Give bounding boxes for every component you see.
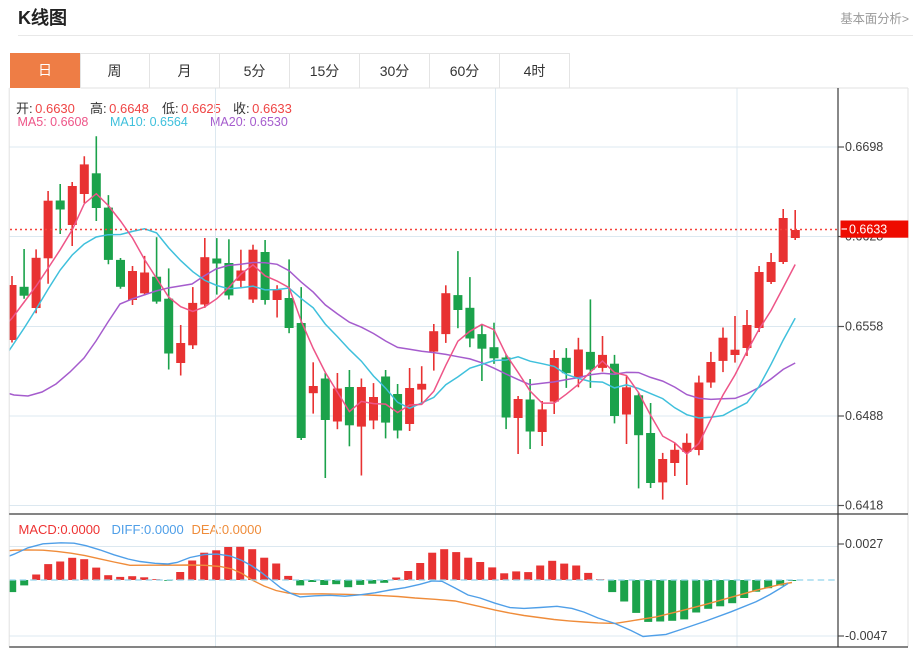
svg-text:0.0027: 0.0027 (845, 537, 883, 551)
svg-text:-0.0047: -0.0047 (845, 629, 887, 643)
svg-text:0.6418: 0.6418 (845, 499, 883, 513)
svg-text:0.6633: 0.6633 (849, 222, 887, 236)
svg-text:0.6558: 0.6558 (845, 320, 883, 334)
svg-text:0.6488: 0.6488 (845, 409, 883, 423)
svg-text:0.6698: 0.6698 (845, 140, 883, 154)
